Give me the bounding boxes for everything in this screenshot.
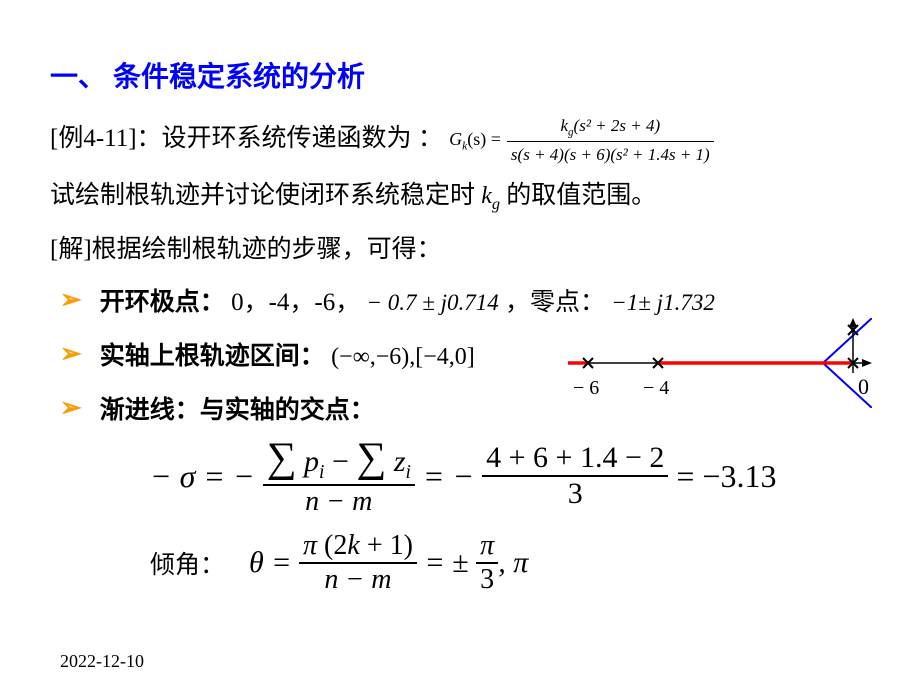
root-locus-svg: − 6 − 4 0	[568, 318, 872, 408]
problem-line: 试绘制根轨迹并讨论使闭环系统稳定时 kg 的取值范围。	[50, 177, 870, 216]
axis-label-zero: 0	[858, 374, 869, 399]
example-line: [例4-11]：设开环系统传递函数为 ： Gk(s) = kg(s² + 2s …	[50, 113, 870, 167]
bullet-open-loop-poles: ➢ 开环极点： 0，-4，-6， − 0.7 ± j0.714 ，零点： −1±…	[50, 282, 870, 318]
example-label: [例4-11]：设开环系统传递函数为	[50, 125, 412, 152]
transfer-function: Gk(s) = kg(s² + 2s + 4) s(s + 4)(s + 6)(…	[449, 113, 714, 167]
bullet-arrow-icon: ➢	[60, 339, 82, 369]
solution-label: [解]根据绘制根轨迹的步骤，可得：	[50, 231, 870, 269]
root-locus-diagram: − 6 − 4 0	[568, 318, 872, 408]
equation-sigma: − σ = − ∑ pi − ∑ zi n − m = − 4 + 6 + 1.…	[150, 434, 870, 518]
section-heading: 一、 条件稳定系统的分析	[50, 55, 870, 95]
bullet-arrow-icon: ➢	[60, 393, 82, 423]
bullet-arrow-icon: ➢	[60, 285, 82, 315]
axis-label-neg6: − 6	[573, 377, 599, 399]
real-axis-arrow-icon	[862, 359, 872, 367]
slide-date: 2022-12-10	[60, 651, 144, 672]
equation-theta: 倾角： θ = π (2k + 1) n − m = ± π 3 , π	[150, 530, 870, 596]
axis-label-neg4: − 4	[643, 377, 669, 399]
locus-branch-up	[823, 318, 872, 363]
imag-axis-arrow-icon	[849, 318, 857, 327]
